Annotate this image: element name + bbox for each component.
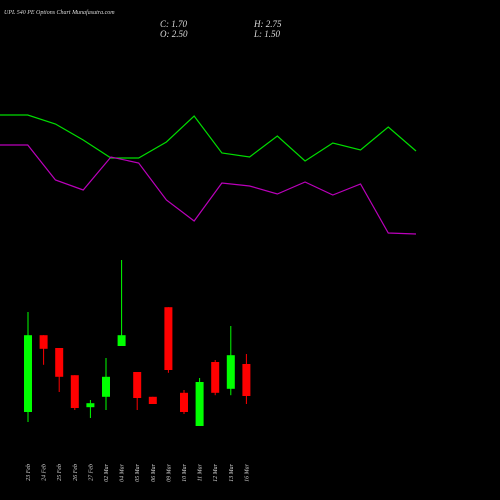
candle-body <box>242 364 251 396</box>
x-tick-label: 27 Feb <box>88 464 94 481</box>
candle-body <box>86 403 95 408</box>
x-tick-label: 26 Feb <box>73 464 79 481</box>
x-tick-label: 04 Mar <box>119 463 126 481</box>
candle-body <box>70 375 79 408</box>
x-tick-label: 16 Mar <box>244 463 250 481</box>
candle-body <box>117 335 126 346</box>
chart-title: UPL 540 PE Options Chart Munafasutra.com <box>4 9 115 16</box>
candle-body <box>195 382 204 426</box>
candle-body <box>211 362 220 393</box>
x-tick-label: 25 Feb <box>57 464 63 481</box>
indicator-line <box>0 114 417 162</box>
candle-body <box>39 335 48 349</box>
candle-body <box>102 376 110 397</box>
candle-body <box>180 392 188 412</box>
x-tick-label: 13 Mar <box>229 463 235 481</box>
x-tick-label: 09 Mar <box>166 463 172 481</box>
candle-body <box>164 307 173 370</box>
candle-body <box>226 355 235 389</box>
x-tick-label: 06 Mar <box>151 463 157 481</box>
ohlc-low: L: 1.50 <box>253 29 281 39</box>
ohlc-high: H: 2.75 <box>253 19 282 29</box>
x-tick-label: 10 Mar <box>182 463 188 481</box>
candle-body <box>24 335 32 412</box>
ohlc-open: O: 2.50 <box>160 29 188 39</box>
candle-body <box>148 396 157 404</box>
x-tick-label: 02 Mar <box>104 463 110 481</box>
candle-body <box>55 348 64 377</box>
candle-body <box>133 372 142 398</box>
indicator-line <box>0 144 417 235</box>
ohlc-close: C: 1.70 <box>160 19 188 29</box>
x-tick-label: 23 Feb <box>26 464 32 481</box>
x-tick-label: 24 Feb <box>41 464 48 481</box>
x-tick-label: 05 Mar <box>135 463 141 481</box>
x-tick-label: 12 Mar <box>213 463 219 481</box>
x-tick-label: 11 Mar <box>198 463 204 481</box>
